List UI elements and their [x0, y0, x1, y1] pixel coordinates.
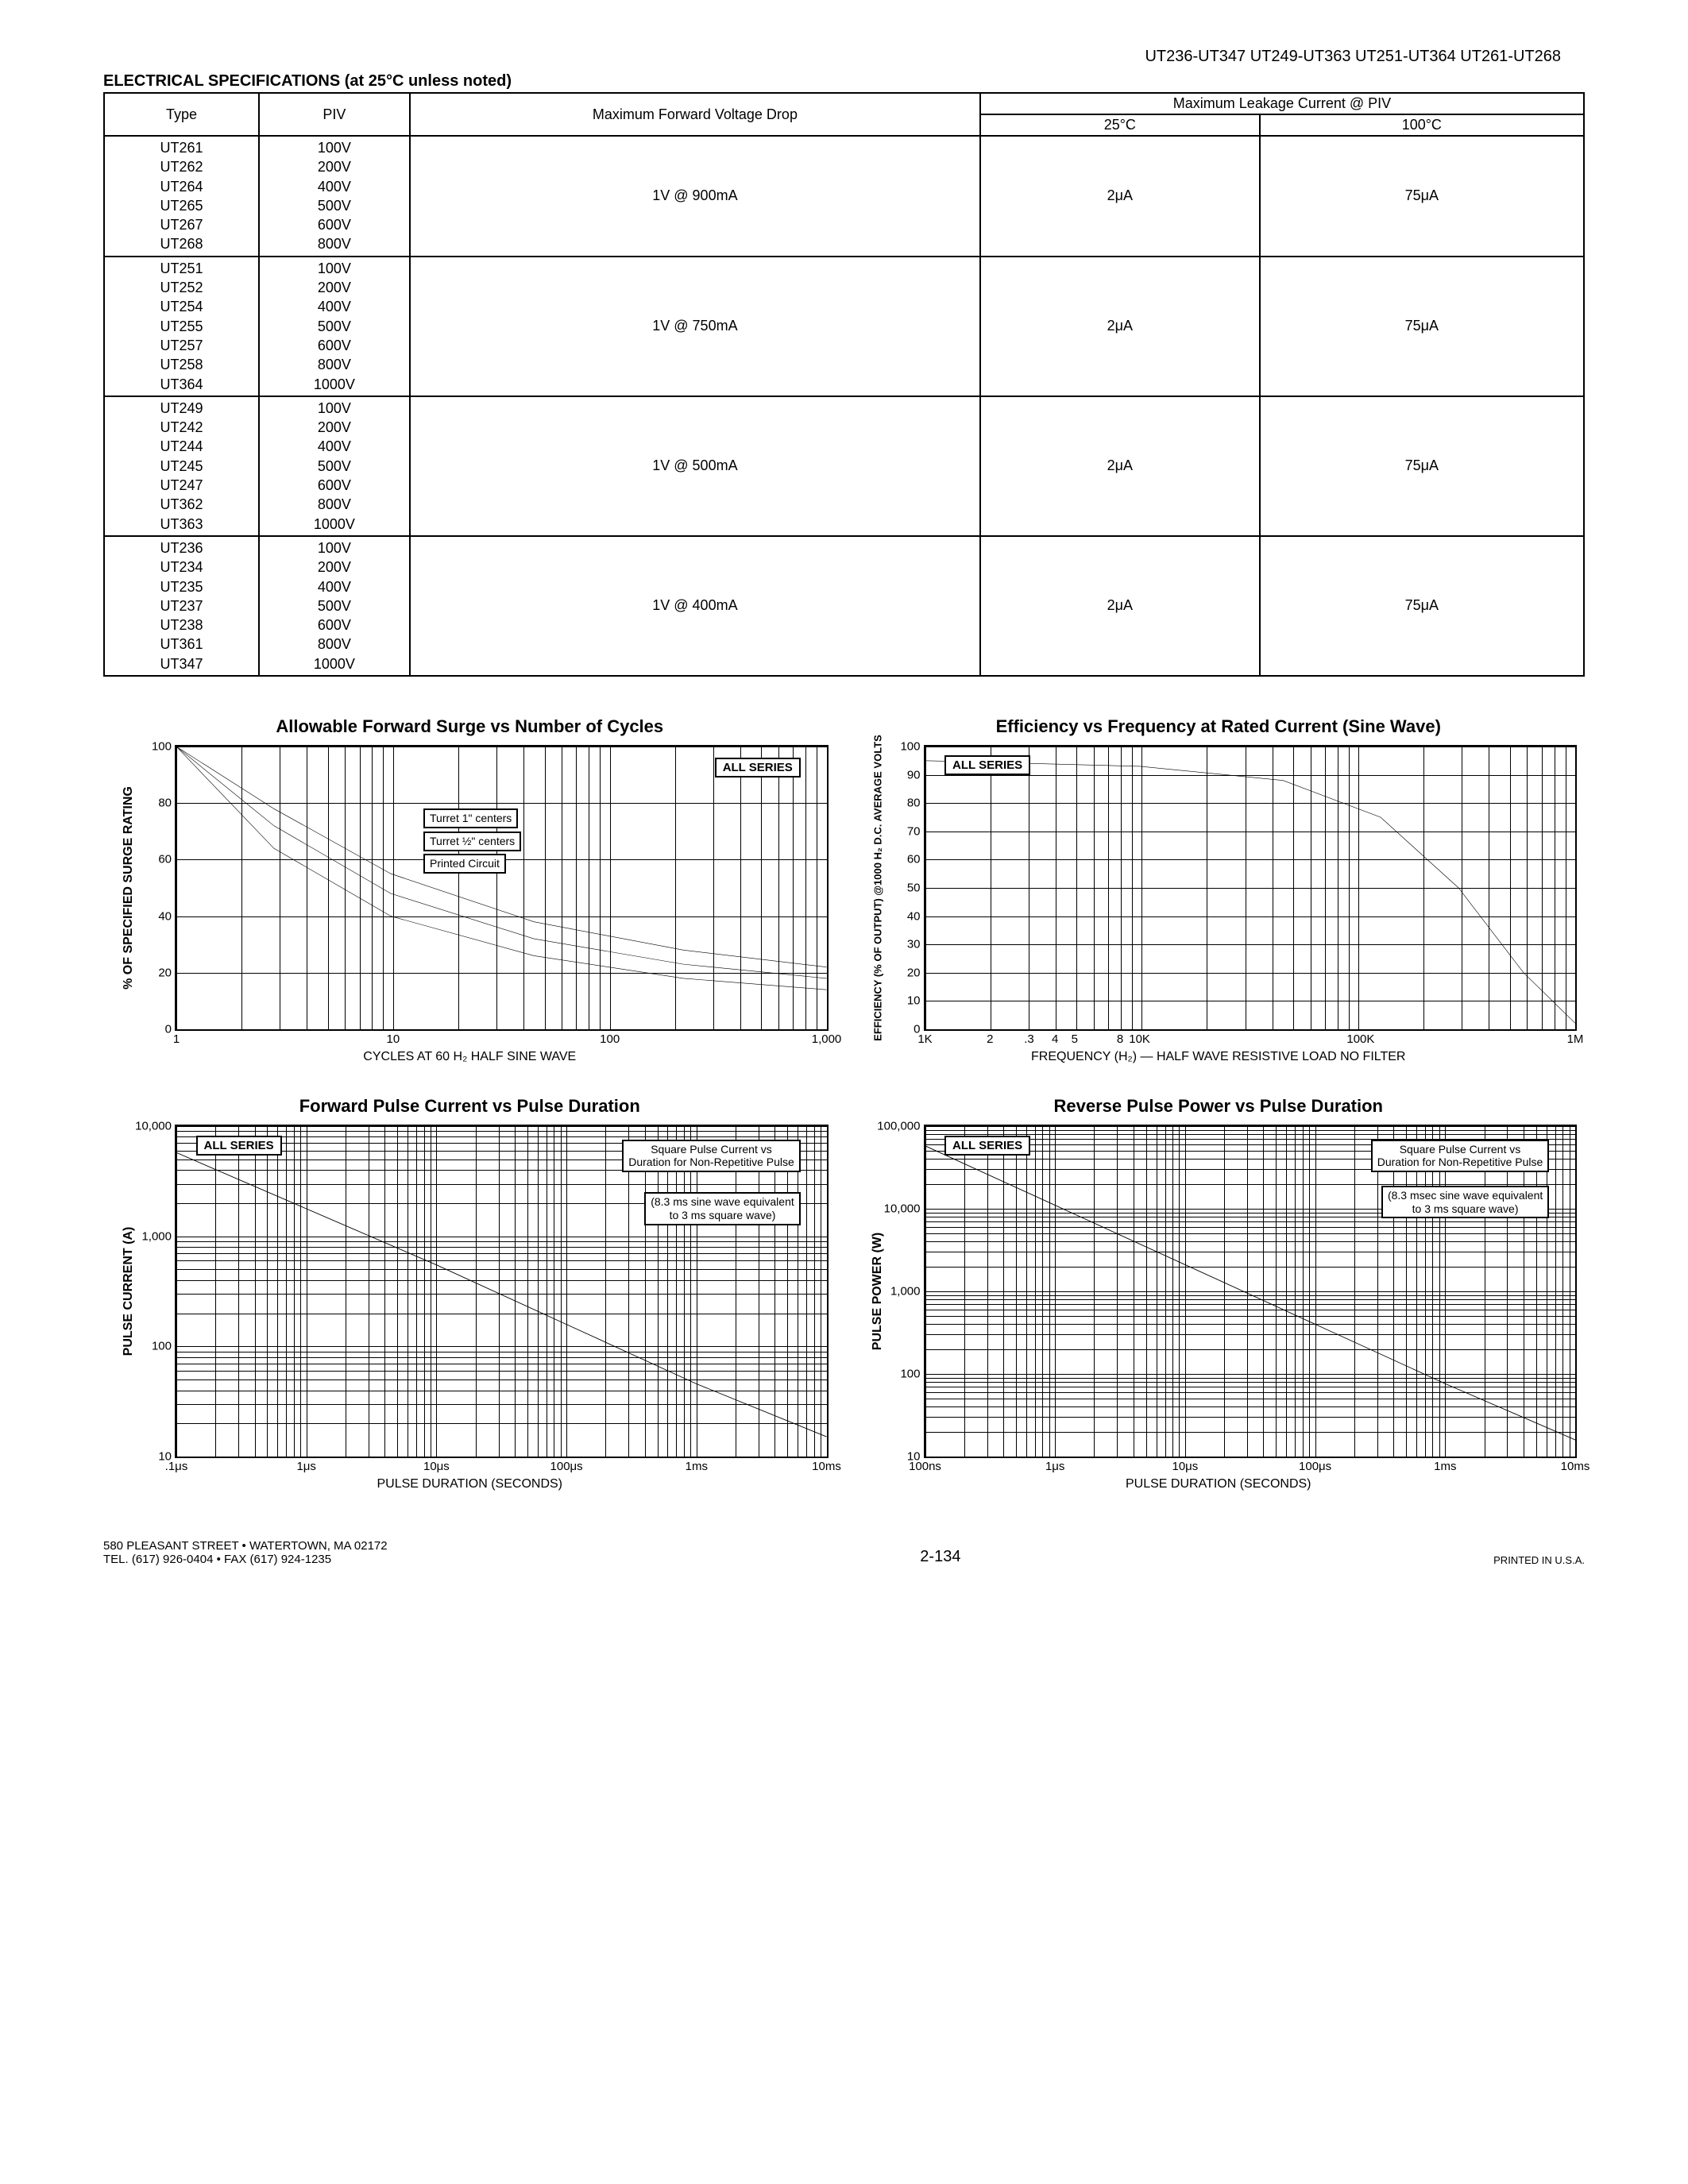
footer-printed: PRINTED IN U.S.A. — [1493, 1554, 1585, 1566]
col-leak-25: 25°C — [980, 114, 1260, 136]
table-cell: 75μA — [1260, 536, 1584, 676]
spec-table: Type PIV Maximum Forward Voltage Drop Ma… — [103, 92, 1585, 677]
table-cell: 1V @ 400mA — [410, 536, 980, 676]
chart-efficiency-vs-freq: Efficiency vs Frequency at Rated Current… — [852, 716, 1586, 1064]
chart2-ylabel: EFFICIENCY (% OF OUTPUT) @1000 H₂ D.C. A… — [871, 735, 883, 1041]
table-cell: UT261UT262UT264UT265UT267UT268 — [104, 136, 259, 257]
col-leak-100: 100°C — [1260, 114, 1584, 136]
col-type: Type — [104, 93, 259, 136]
table-cell: 100V200V400V500V600V800V1000V — [259, 257, 410, 396]
table-cell: 1V @ 900mA — [410, 136, 980, 257]
table-cell: UT236UT234UT235UT237UT238UT361UT347 — [104, 536, 259, 676]
table-row: UT249UT242UT244UT245UT247UT362UT363100V2… — [104, 396, 1584, 536]
chart-forward-pulse: Forward Pulse Current vs Pulse Duration … — [103, 1096, 836, 1491]
chart1-ylabel: % OF SPECIFIED SURGE RATING — [122, 786, 136, 990]
table-cell: 2μA — [980, 536, 1260, 676]
chart2-xlabel: FREQUENCY (H₂) — HALF WAVE RESISTIVE LOA… — [852, 1050, 1586, 1064]
table-row: UT251UT252UT254UT255UT257UT258UT364100V2… — [104, 257, 1584, 396]
chart4-title: Reverse Pulse Power vs Pulse Duration — [852, 1096, 1586, 1117]
table-cell: 100V200V400V500V600V800V1000V — [259, 536, 410, 676]
chart4-ylabel: PULSE POWER (W) — [871, 1233, 885, 1350]
chart3-xlabel: PULSE DURATION (SECONDS) — [103, 1477, 836, 1491]
col-leak: Maximum Leakage Current @ PIV — [980, 93, 1584, 114]
table-cell: 100V200V400V500V600V800V1000V — [259, 396, 410, 536]
table-cell: 1V @ 750mA — [410, 257, 980, 396]
footer-address: 580 PLEASANT STREET • WATERTOWN, MA 0217… — [103, 1539, 388, 1553]
chart3-title: Forward Pulse Current vs Pulse Duration — [103, 1096, 836, 1117]
chart3-ylabel: PULSE CURRENT (A) — [122, 1227, 136, 1356]
chart1-title: Allowable Forward Surge vs Number of Cyc… — [103, 716, 836, 737]
chart2-title: Efficiency vs Frequency at Rated Current… — [852, 716, 1586, 737]
col-piv: PIV — [259, 93, 410, 136]
table-cell: UT251UT252UT254UT255UT257UT258UT364 — [104, 257, 259, 396]
spec-title: ELECTRICAL SPECIFICATIONS (at 25°C unles… — [103, 72, 1585, 91]
table-cell: 2μA — [980, 136, 1260, 257]
table-cell: 2μA — [980, 257, 1260, 396]
table-cell: 75μA — [1260, 257, 1584, 396]
chart1-xlabel: CYCLES AT 60 H₂ HALF SINE WAVE — [103, 1050, 836, 1064]
header-part-codes: UT236-UT347 UT249-UT363 UT251-UT364 UT26… — [103, 48, 1585, 66]
chart-reverse-pulse: Reverse Pulse Power vs Pulse Duration PU… — [852, 1096, 1586, 1491]
footer-page-number: 2-134 — [920, 1548, 960, 1566]
table-cell: 1V @ 500mA — [410, 396, 980, 536]
table-cell: 75μA — [1260, 136, 1584, 257]
table-row: UT261UT262UT264UT265UT267UT268100V200V40… — [104, 136, 1584, 257]
table-row: UT236UT234UT235UT237UT238UT361UT347100V2… — [104, 536, 1584, 676]
table-cell: 2μA — [980, 396, 1260, 536]
table-cell: UT249UT242UT244UT245UT247UT362UT363 — [104, 396, 259, 536]
table-cell: 100V200V400V500V600V800V — [259, 136, 410, 257]
page-footer: 580 PLEASANT STREET • WATERTOWN, MA 0217… — [103, 1539, 1585, 1566]
table-cell: 75μA — [1260, 396, 1584, 536]
chart-surge-vs-cycles: Allowable Forward Surge vs Number of Cyc… — [103, 716, 836, 1064]
footer-phone: TEL. (617) 926-0404 • FAX (617) 924-1235 — [103, 1553, 388, 1566]
col-vf: Maximum Forward Voltage Drop — [410, 93, 980, 136]
chart4-xlabel: PULSE DURATION (SECONDS) — [852, 1477, 1586, 1491]
